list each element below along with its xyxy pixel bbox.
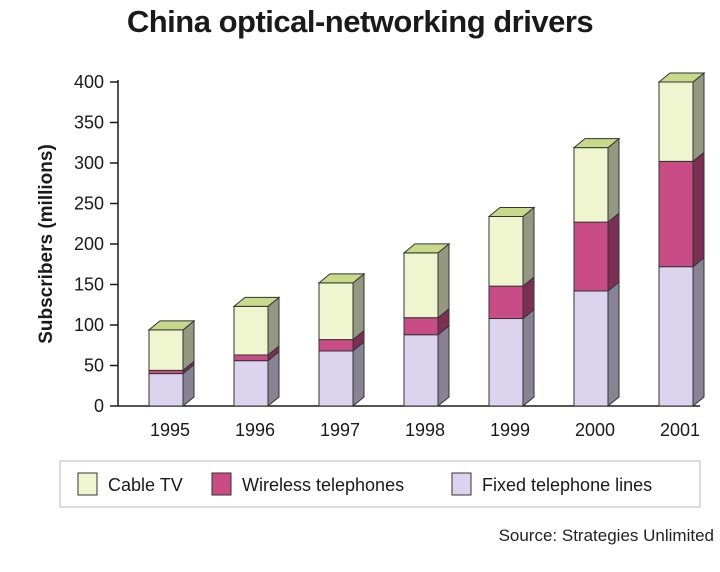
x-tick-label: 1995 [150,420,190,440]
bar-side-cable-tv [267,296,280,357]
bar-top-face [572,138,621,149]
y-tick-label: 350 [74,113,104,133]
chart-title: China optical-networking drivers [126,4,594,39]
bar-segment-wireless-telephones [658,160,694,268]
bar-side-wireless-telephones [692,151,705,268]
bar-side-cable-tv [437,242,450,319]
legend-label-fixed-telephone-lines: Fixed telephone lines [482,475,652,495]
bar-segment-fixed-telephone-lines [403,334,439,407]
bar-segment-cable-tv [318,282,354,341]
legend-swatch-cable-tv [77,472,98,496]
bar-side-fixed-telephone-lines [692,256,705,408]
bar-top-face [147,320,196,331]
bar-top-face [487,206,536,217]
bar-side-fixed-telephone-lines [607,280,620,408]
bar-segment-fixed-telephone-lines [488,318,524,407]
bar-side-wireless-telephones [607,212,620,293]
x-tick-label: 1998 [405,420,445,440]
source-note: Source: Strategies Unlimited [498,526,714,545]
legend-swatch-wireless-telephones [211,472,232,496]
y-tick-label: 250 [74,194,104,214]
bar-segment-cable-tv [658,81,694,162]
y-tick-label: 50 [84,356,104,376]
bar-top-face [317,273,366,284]
legend-box [59,460,701,508]
bar-segment-wireless-telephones [403,317,439,336]
bar-side-cable-tv [522,206,535,288]
bar-side-cable-tv [607,137,620,224]
bar-segment-wireless-telephones [233,354,269,362]
x-tick-label: 1996 [235,420,275,440]
bar-segment-cable-tv [233,305,269,356]
y-tick-label: 200 [74,234,104,254]
legend-label-wireless-telephones: Wireless telephones [242,475,404,495]
bar-side-cable-tv [352,272,365,341]
y-tick-label: 100 [74,315,104,335]
y-axis-title: Subscribers (millions) [36,144,57,344]
legend-swatch-fixed-telephone-lines [451,472,472,496]
x-tick-label: 1997 [320,420,360,440]
bar-segment-fixed-telephone-lines [148,373,184,407]
bar-top-face [657,72,706,83]
bar-top-face [402,243,451,254]
bar-side-cable-tv [692,71,705,163]
bar-segment-cable-tv [403,252,439,319]
bar-side-fixed-telephone-lines [352,340,365,408]
x-tick-label: 1999 [490,420,530,440]
bar-segment-fixed-telephone-lines [233,360,269,407]
bar-segment-fixed-telephone-lines [658,266,694,407]
x-tick-label: 2001 [660,420,700,440]
bar-segment-cable-tv [148,329,184,371]
bar-segment-cable-tv [573,147,609,223]
bar-segment-wireless-telephones [318,339,354,352]
bar-segment-wireless-telephones [573,221,609,292]
bar-segment-cable-tv [488,215,524,287]
y-tick-label: 0 [94,396,104,416]
bar-segment-fixed-telephone-lines [573,290,609,407]
bar-side-fixed-telephone-lines [437,324,450,408]
bar-top-face [232,296,281,307]
bar-segment-fixed-telephone-lines [318,350,354,407]
legend-label-cable-tv: Cable TV [108,475,183,495]
x-tick-label: 2000 [575,420,615,440]
y-tick-label: 400 [74,72,104,92]
y-tick-label: 300 [74,153,104,173]
bar-segment-wireless-telephones [488,285,524,320]
bar-side-fixed-telephone-lines [522,308,535,408]
y-tick-label: 150 [74,275,104,295]
